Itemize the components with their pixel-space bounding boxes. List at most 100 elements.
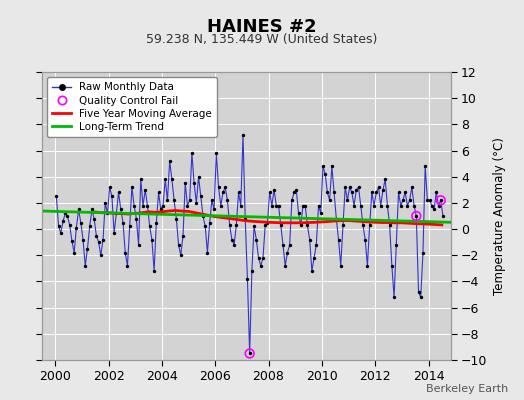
Point — [325, 197, 334, 204]
Point — [92, 232, 101, 239]
Point — [436, 197, 445, 204]
Point — [412, 213, 420, 219]
Point — [83, 246, 92, 252]
Point — [177, 252, 185, 258]
Point — [241, 216, 249, 222]
Point — [370, 202, 378, 209]
Point — [96, 252, 105, 258]
Point — [88, 206, 96, 213]
Point — [356, 202, 365, 209]
Point — [152, 219, 160, 226]
Point — [137, 176, 145, 182]
Point — [121, 250, 129, 256]
Point — [234, 189, 243, 196]
Point — [210, 206, 219, 213]
Point — [406, 197, 414, 204]
Point — [425, 197, 434, 204]
Point — [223, 197, 232, 204]
Point — [386, 222, 394, 228]
Point — [85, 223, 94, 230]
Point — [257, 262, 265, 269]
Point — [290, 189, 298, 196]
Point — [252, 236, 260, 243]
Point — [399, 197, 407, 204]
Point — [190, 180, 198, 186]
Point — [268, 202, 276, 209]
Point — [439, 213, 447, 219]
Point — [232, 222, 241, 228]
Point — [248, 268, 256, 274]
Point — [419, 250, 427, 256]
Point — [359, 222, 367, 228]
Point — [168, 176, 176, 182]
Point — [383, 202, 391, 209]
Point — [63, 213, 72, 219]
Point — [352, 187, 361, 193]
Point — [70, 250, 78, 256]
Point — [103, 210, 112, 216]
Point — [172, 216, 181, 222]
Y-axis label: Temperature Anomaly (°C): Temperature Anomaly (°C) — [493, 137, 506, 295]
Point — [347, 189, 356, 196]
Point — [436, 197, 445, 204]
Point — [316, 210, 325, 216]
Point — [297, 222, 305, 228]
Point — [114, 189, 123, 196]
Point — [308, 268, 316, 274]
Point — [345, 184, 354, 190]
Point — [388, 262, 396, 269]
Point — [254, 255, 263, 261]
Point — [225, 222, 234, 228]
Point — [61, 210, 70, 216]
Point — [323, 189, 332, 196]
Point — [205, 219, 214, 226]
Point — [328, 163, 336, 170]
Point — [275, 202, 283, 209]
Point — [201, 223, 210, 230]
Point — [379, 187, 387, 193]
Point — [286, 242, 294, 248]
Point — [361, 236, 369, 243]
Point — [130, 202, 138, 209]
Point — [52, 193, 61, 200]
Point — [430, 206, 438, 213]
Point — [99, 236, 107, 243]
Point — [214, 184, 223, 190]
Point — [374, 184, 383, 190]
Point — [212, 150, 221, 156]
Point — [203, 250, 212, 256]
Point — [208, 197, 216, 204]
Point — [401, 189, 409, 196]
Point — [166, 158, 174, 164]
Point — [196, 193, 205, 200]
Point — [412, 213, 420, 219]
Point — [132, 216, 140, 222]
Point — [381, 176, 389, 182]
Point — [314, 202, 323, 209]
Point — [185, 197, 194, 204]
Point — [312, 242, 321, 248]
Point — [105, 184, 114, 190]
Point — [159, 202, 167, 209]
Point — [250, 223, 258, 230]
Point — [288, 197, 296, 204]
Point — [81, 262, 90, 269]
Point — [228, 236, 236, 243]
Text: HAINES #2: HAINES #2 — [207, 18, 317, 36]
Point — [334, 236, 343, 243]
Point — [305, 236, 314, 243]
Point — [146, 223, 154, 230]
Point — [170, 197, 178, 204]
Point — [74, 206, 83, 213]
Point — [245, 350, 254, 357]
Point — [230, 242, 238, 248]
Point — [408, 184, 416, 190]
Point — [390, 294, 398, 300]
Point — [134, 242, 143, 248]
Point — [157, 206, 165, 213]
Point — [219, 189, 227, 196]
Point — [128, 184, 136, 190]
Text: 59.238 N, 135.449 W (United States): 59.238 N, 135.449 W (United States) — [146, 33, 378, 46]
Point — [216, 202, 225, 209]
Point — [192, 200, 201, 206]
